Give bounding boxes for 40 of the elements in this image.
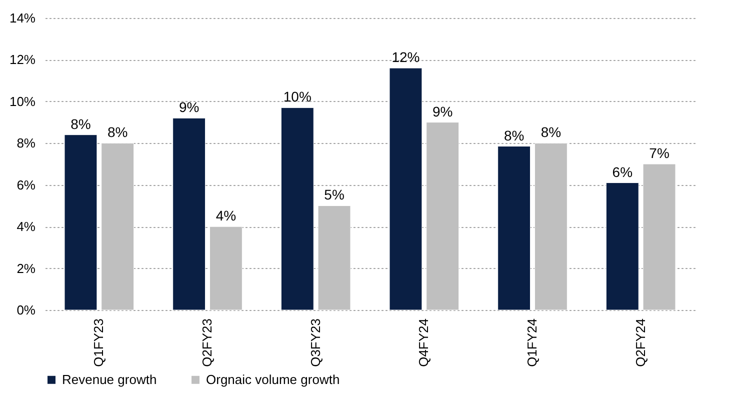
data-label: 4% [216, 208, 236, 224]
x-tick-label: Q1FY23 [91, 318, 106, 367]
data-label: 8% [540, 124, 562, 140]
bar [534, 142, 568, 310]
y-tick-label: 6% [16, 177, 36, 192]
bar [389, 68, 422, 310]
legend-label: Revenue growth [62, 372, 157, 387]
data-label: 5% [324, 186, 344, 203]
data-label: 12% [392, 49, 420, 66]
y-tick-label: 4% [16, 219, 36, 234]
data-label: 8% [107, 124, 128, 140]
data-label: 8% [70, 116, 91, 132]
data-label: 9% [178, 99, 200, 116]
legend-label: Orgnaic volume growth [206, 372, 340, 387]
bar [172, 118, 206, 310]
x-tick-label: Q1FY24 [524, 318, 540, 367]
data-label: 6% [612, 164, 633, 180]
y-tick-label: 0% [16, 302, 36, 318]
bar [64, 134, 98, 310]
bar [426, 122, 460, 310]
y-tick-label: 8% [16, 136, 36, 151]
bar [209, 226, 242, 310]
bar [642, 164, 676, 310]
y-tick-label: 12% [9, 52, 36, 68]
bar [606, 182, 639, 310]
x-tick-label: Q3FY23 [308, 318, 323, 367]
data-label: 7% [649, 145, 670, 161]
data-label: 10% [283, 88, 312, 105]
bar [101, 142, 134, 310]
bar [318, 205, 351, 310]
x-tick-label: Q2FY24 [632, 318, 648, 367]
x-tick-label: Q4FY24 [416, 318, 432, 367]
x-tick-label: Q2FY23 [200, 318, 214, 367]
y-tick-label: 14% [9, 10, 36, 26]
y-tick-label: 10% [9, 94, 36, 109]
bar [498, 146, 531, 310]
data-label: 8% [504, 127, 524, 144]
y-tick-label: 2% [16, 260, 36, 276]
data-label: 9% [432, 103, 453, 120]
bar [280, 107, 314, 310]
